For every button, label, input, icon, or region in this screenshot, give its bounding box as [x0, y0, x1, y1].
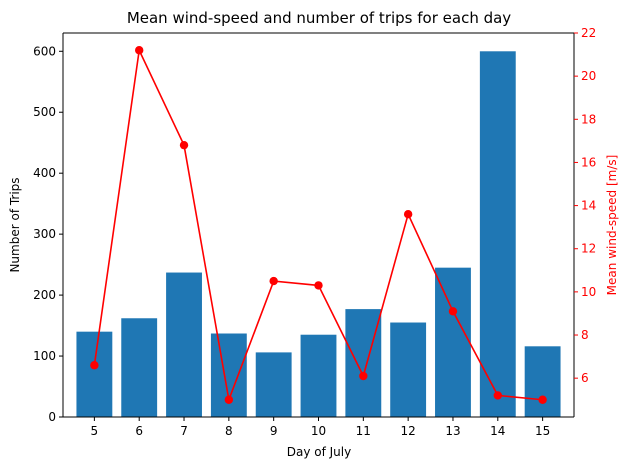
chart-title: Mean wind-speed and number of trips for … — [127, 9, 511, 27]
x-tick-label-5: 5 — [91, 424, 99, 438]
wind-speed-point-day-11 — [359, 371, 368, 381]
x-tick-label-11: 11 — [356, 424, 371, 438]
y-right-tick-label-10: 10 — [581, 285, 596, 299]
wind-speed-point-day-9 — [269, 276, 278, 286]
bars-layer — [76, 51, 561, 417]
y-left-tick-label-200: 200 — [33, 288, 56, 302]
line-layer — [90, 46, 547, 404]
bar-day-12 — [390, 322, 427, 417]
wind-speed-point-day-6 — [135, 46, 144, 55]
bar-day-9 — [255, 352, 292, 417]
x-tick-label-13: 13 — [445, 424, 460, 438]
y-axis-right-label: Mean wind-speed [m/s] — [605, 155, 619, 296]
bar-day-15 — [524, 346, 561, 417]
y-right-tick-label-6: 6 — [581, 371, 589, 385]
y-left-tick-label-400: 400 — [33, 166, 56, 180]
y-right-tick-label-14: 14 — [581, 199, 596, 213]
wind-speed-point-day-8 — [224, 395, 234, 404]
wind-speed-point-day-13 — [448, 307, 458, 316]
x-tick-label-10: 10 — [311, 424, 326, 438]
bar-day-5 — [76, 331, 113, 417]
y-right-tick-label-18: 18 — [581, 112, 596, 126]
y-left-tick-label-300: 300 — [33, 227, 56, 241]
wind-speed-point-day-7 — [179, 140, 189, 150]
x-axis-label: Day of July — [287, 445, 351, 459]
wind-speed-point-day-10 — [314, 281, 323, 290]
axes-layer: 5 6 7 8 9 10 11 12 13 14 15 0 100 200 300 400 500 600 6 8 10… — [33, 26, 596, 438]
y-left-tick-label-500: 500 — [33, 105, 56, 119]
x-tick-label-9: 9 — [270, 424, 278, 438]
y-right-tick-label-8: 8 — [581, 328, 589, 342]
x-tick-label-12: 12 — [401, 424, 416, 438]
y-axis-left-label: Number of Trips — [8, 177, 22, 272]
bar-day-10 — [300, 334, 337, 417]
wind-speed-point-day-15 — [538, 395, 547, 404]
y-right-tick-label-22: 22 — [581, 26, 596, 40]
x-tick-label-14: 14 — [490, 424, 505, 438]
bar-day-7 — [166, 272, 202, 417]
bar-day-11 — [345, 309, 382, 417]
y-left-tick-label-600: 600 — [33, 44, 56, 58]
y-right-tick-label-16: 16 — [581, 155, 596, 169]
bar-day-8 — [210, 333, 247, 417]
bar-day-13 — [435, 267, 471, 417]
x-tick-label-7: 7 — [180, 424, 188, 438]
y-left-tick-label-0: 0 — [48, 410, 56, 424]
wind-speed-point-day-5 — [90, 361, 99, 370]
y-right-tick-label-12: 12 — [581, 242, 596, 256]
wind-speed-point-day-14 — [493, 391, 502, 400]
x-tick-label-6: 6 — [135, 424, 143, 438]
bar-day-14 — [479, 51, 516, 417]
x-tick-label-8: 8 — [225, 424, 233, 438]
x-tick-label-15: 15 — [535, 424, 550, 438]
bar-day-6 — [121, 318, 158, 417]
y-left-tick-label-100: 100 — [33, 349, 56, 363]
wind-speed-point-day-12 — [403, 210, 413, 219]
y-right-tick-label-20: 20 — [581, 69, 596, 83]
